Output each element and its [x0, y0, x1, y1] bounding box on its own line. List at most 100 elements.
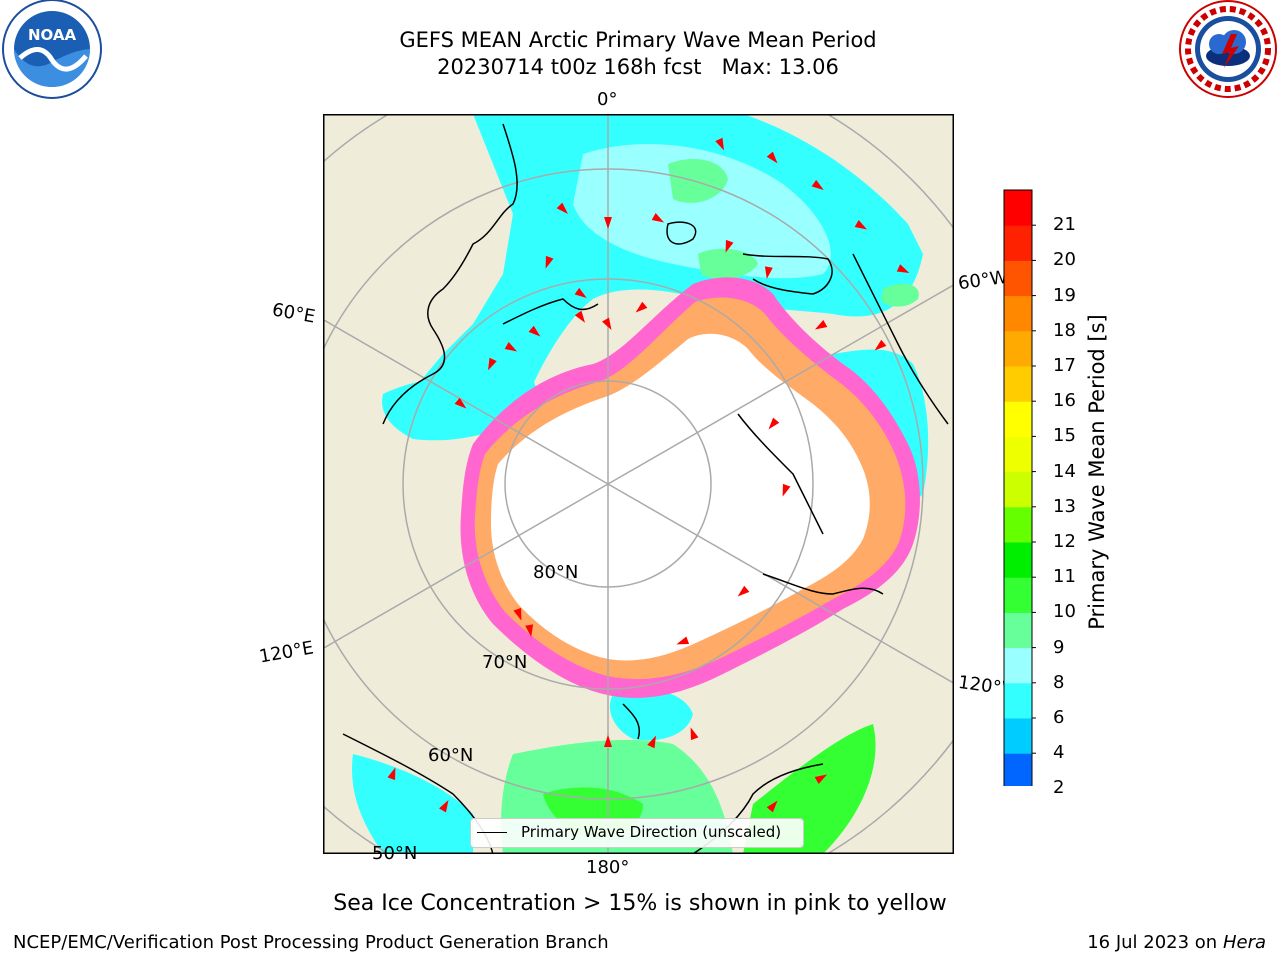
- colorbar-tick-label: 4: [1053, 742, 1065, 764]
- wave-arrow: [896, 264, 910, 273]
- colorbar-title: Primary Wave Mean Period [s]: [1085, 314, 1109, 630]
- colorbar-bin: [1004, 612, 1032, 649]
- colorbar-bin: [1004, 647, 1032, 684]
- wave-arrow: [525, 624, 534, 637]
- wave-arrow: [764, 266, 773, 279]
- nws-logo: [1179, 0, 1277, 98]
- wave-arrow: [439, 799, 449, 813]
- colorbar-tick-label: 13: [1053, 495, 1076, 517]
- ocean-chukchi: [609, 689, 693, 741]
- colorbar-tick-label: 16: [1053, 390, 1076, 412]
- label-lat-60: 60°N: [428, 745, 474, 766]
- label-lat-50: 50°N: [372, 843, 418, 864]
- graticule: [323, 114, 954, 854]
- wave-arrow: [528, 325, 541, 337]
- wave-arrow: [715, 137, 724, 151]
- wave-arrow: [488, 357, 497, 371]
- meridian-120e: [323, 483, 609, 650]
- footer-host: Hera: [1222, 932, 1266, 953]
- label-lon-120e: 120°E: [257, 637, 316, 668]
- colorbar-bin: [1004, 436, 1032, 473]
- wave-arrow: [635, 301, 648, 313]
- colorbar-bin: [1004, 682, 1032, 719]
- colorbar-tick-label: 12: [1053, 531, 1076, 552]
- colorbar: [1003, 189, 1036, 786]
- footer-date: 16 Jul 2023 on: [1087, 932, 1223, 953]
- coastlines: [342, 123, 949, 854]
- wave-arrow: [811, 179, 824, 191]
- wave-arrow: [676, 636, 690, 645]
- wave-direction-arrows: [387, 137, 910, 813]
- colorbar-bin: [1004, 225, 1032, 261]
- colorbar-bin: [1004, 260, 1032, 297]
- wave-arrow: [545, 255, 554, 269]
- ocean-patch-9-10s: [668, 159, 728, 203]
- colorbar-tick-label: 17: [1053, 355, 1076, 376]
- ocean-patch-labrador: [881, 283, 919, 307]
- sea-ice-caption: Sea Ice Concentration > 15% is shown in …: [333, 891, 947, 916]
- colorbar-tick-label: 19: [1053, 284, 1076, 306]
- colorbar-bin: [1004, 330, 1032, 367]
- wave-arrow: [725, 239, 734, 253]
- wave-arrow: [604, 217, 612, 229]
- colorbar-bin: [1004, 718, 1032, 754]
- wave-arrow: [766, 151, 778, 164]
- colorbar-bin: [1004, 577, 1032, 613]
- meridian-120w: [607, 483, 954, 685]
- wave-arrow: [454, 397, 467, 409]
- polar-map: [323, 114, 954, 854]
- colorbar-bin: [1004, 542, 1032, 578]
- colorbar-tick-label: 18: [1053, 319, 1076, 341]
- colorbar-tick-label: 6: [1053, 707, 1065, 728]
- wave-arrow: [814, 320, 828, 330]
- wave-arrow: [768, 417, 780, 430]
- colorbar-tick-label: 8: [1053, 671, 1065, 693]
- colorbar-tick-label: 2: [1053, 777, 1065, 799]
- ocean-patch-8-9s: [573, 144, 831, 279]
- wave-arrow: [854, 220, 868, 230]
- svg-text:NOAA: NOAA: [28, 26, 77, 44]
- wave-arrow: [602, 317, 612, 331]
- map-legend: Primary Wave Direction (unscaled): [470, 818, 804, 848]
- legend-label: Primary Wave Direction (unscaled): [521, 823, 782, 841]
- legend-line-swatch: [477, 832, 507, 833]
- wave-arrow: [504, 342, 518, 352]
- colorbar-bin: [1004, 190, 1032, 226]
- wave-arrow: [513, 607, 522, 621]
- ocean-okhotsk: [352, 754, 473, 854]
- colorbar-tick-label: 21: [1053, 214, 1076, 236]
- map-frame: [323, 114, 954, 854]
- colorbar-tick-label: 9: [1053, 636, 1065, 658]
- colorbar-tick-label: 14: [1053, 460, 1076, 482]
- footer-right: 16 Jul 2023 on Hera: [1087, 932, 1266, 953]
- chart-title: GEFS MEAN Arctic Primary Wave Mean Perio…: [399, 28, 877, 52]
- wave-arrow: [574, 310, 586, 323]
- noaa-logo: NOAA: [2, 0, 102, 99]
- colorbar-tick-label: 15: [1053, 425, 1076, 447]
- wave-arrow: [651, 213, 665, 223]
- colorbar-bin: [1004, 401, 1032, 437]
- chart-subtitle: 20230714 t00z 168h fcst Max: 13.06: [437, 55, 839, 79]
- label-lon-60e: 60°E: [270, 299, 317, 328]
- label-lon-0: 0°: [597, 89, 618, 110]
- wave-arrow: [647, 735, 656, 749]
- ocean-patch-9-10s-b: [698, 248, 758, 280]
- wave-arrow: [690, 727, 699, 741]
- map-svg: [323, 114, 954, 854]
- colorbar-bin: [1004, 753, 1032, 786]
- meridian-60e: [323, 318, 609, 485]
- colorbar-tick-label: 10: [1053, 601, 1076, 623]
- wave-arrow: [874, 339, 887, 351]
- wave-arrow: [737, 585, 750, 597]
- colorbar-tick-label: 11: [1053, 566, 1076, 588]
- label-lat-70: 70°N: [482, 652, 528, 673]
- wave-arrow: [814, 774, 828, 784]
- colorbar-tick-label: 20: [1053, 249, 1076, 271]
- label-lon-180: 180°: [586, 857, 630, 878]
- colorbar-bin: [1004, 471, 1032, 508]
- colorbar-bin: [1004, 506, 1032, 543]
- wave-arrow: [387, 767, 396, 781]
- wave-arrow: [574, 287, 587, 299]
- footer-left: NCEP/EMC/Verification Post Processing Pr…: [13, 932, 609, 953]
- wave-arrow: [604, 735, 612, 747]
